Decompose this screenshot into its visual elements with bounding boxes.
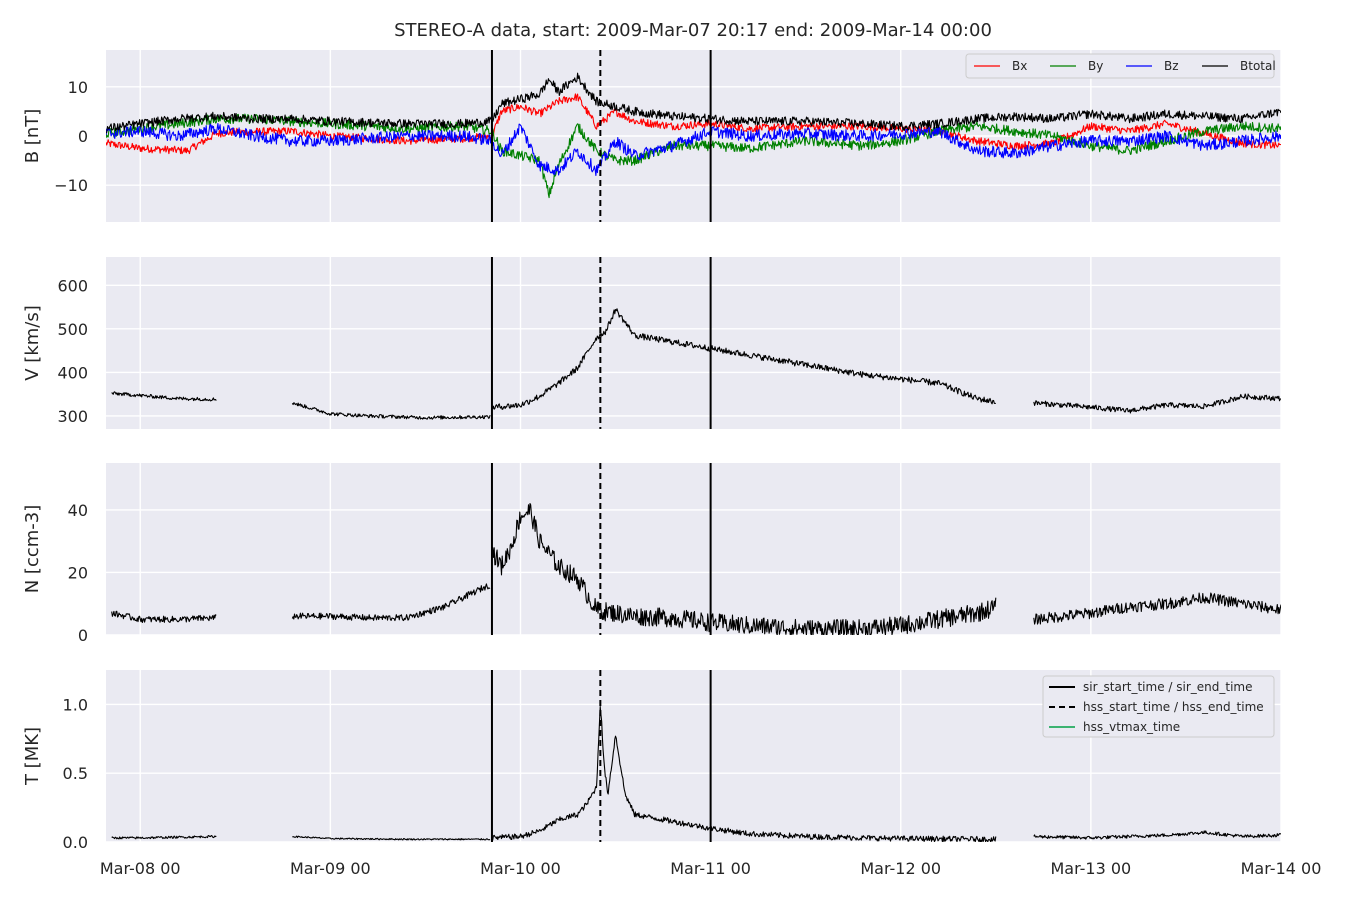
legend-label: Bx bbox=[1012, 59, 1027, 73]
plot-background bbox=[106, 257, 1281, 429]
series-line-3 bbox=[491, 502, 997, 635]
series-line-4 bbox=[1033, 830, 1281, 840]
x-tick-label: Mar-12 00 bbox=[860, 859, 941, 878]
legend-box bbox=[1042, 675, 1275, 738]
series-line-2 bbox=[291, 402, 491, 420]
series-line-4 bbox=[1033, 592, 1281, 625]
y-tick-label: 500 bbox=[57, 320, 88, 339]
chart-title: STEREO-A data, start: 2009-Mar-07 20:17 … bbox=[394, 20, 992, 41]
x-tick-label: Mar-14 00 bbox=[1241, 859, 1322, 878]
x-tick-label: Mar-10 00 bbox=[480, 859, 561, 878]
y-tick-label: 20 bbox=[68, 563, 88, 582]
series-line-2 bbox=[292, 835, 491, 841]
panel-4: 1.0 0.5 0.0 T [MK] sir_start_time / sir_end_… bbox=[22, 670, 1282, 852]
series-line-2 bbox=[291, 583, 491, 622]
series-line-3 bbox=[491, 706, 997, 842]
panel-3: 40 20 0 N [ccm-3] bbox=[22, 463, 1282, 645]
series-line-1 bbox=[111, 610, 217, 624]
series-line-3 bbox=[491, 308, 996, 410]
legend-label: Btotal bbox=[1240, 59, 1276, 73]
y-tick-label: 300 bbox=[57, 407, 88, 426]
y-axis-label: B [nT] bbox=[22, 109, 43, 164]
legend-label: Bz bbox=[1164, 59, 1179, 73]
legend-box bbox=[965, 53, 1275, 79]
series-line-4 bbox=[1033, 393, 1281, 414]
x-tick-label: Mar-08 00 bbox=[100, 859, 181, 878]
panel-1: 10 0 −10 B [nT] Bx By Bz Btotal bbox=[22, 50, 1282, 222]
panel-2: 600 500 400 300 V [km/s] bbox=[22, 257, 1282, 429]
series-line-1 bbox=[111, 835, 217, 840]
legend-label: hss_vtmax_time bbox=[1083, 720, 1180, 734]
y-tick-label: 0.0 bbox=[63, 833, 88, 852]
y-axis-label: V [km/s] bbox=[22, 305, 43, 380]
y-tick-label: 1.0 bbox=[63, 695, 88, 714]
legend-label: hss_start_time / hss_end_time bbox=[1083, 700, 1264, 714]
series-line-btotal bbox=[106, 72, 1281, 134]
y-tick-label: 400 bbox=[57, 363, 88, 382]
y-tick-label: 0.5 bbox=[63, 764, 88, 783]
x-tick-label: Mar-11 00 bbox=[670, 859, 751, 878]
y-tick-label: 10 bbox=[68, 78, 88, 97]
series-line-bz bbox=[106, 122, 1281, 177]
y-axis-label: T [MK] bbox=[22, 727, 43, 786]
plot-background bbox=[106, 463, 1281, 635]
y-tick-label: −10 bbox=[54, 176, 88, 195]
y-axis-label: N [ccm-3] bbox=[22, 505, 43, 594]
series-line-bx bbox=[106, 93, 1281, 155]
x-tick-label: Mar-09 00 bbox=[290, 859, 371, 878]
series-line-1 bbox=[111, 391, 217, 402]
legend-label: sir_start_time / sir_end_time bbox=[1083, 680, 1253, 694]
y-tick-label: 0 bbox=[78, 626, 88, 645]
y-tick-label: 600 bbox=[57, 276, 88, 295]
x-tick-label: Mar-13 00 bbox=[1050, 859, 1131, 878]
legend-label: By bbox=[1088, 59, 1103, 73]
y-tick-label: 0 bbox=[78, 127, 88, 146]
y-tick-label: 40 bbox=[68, 501, 88, 520]
